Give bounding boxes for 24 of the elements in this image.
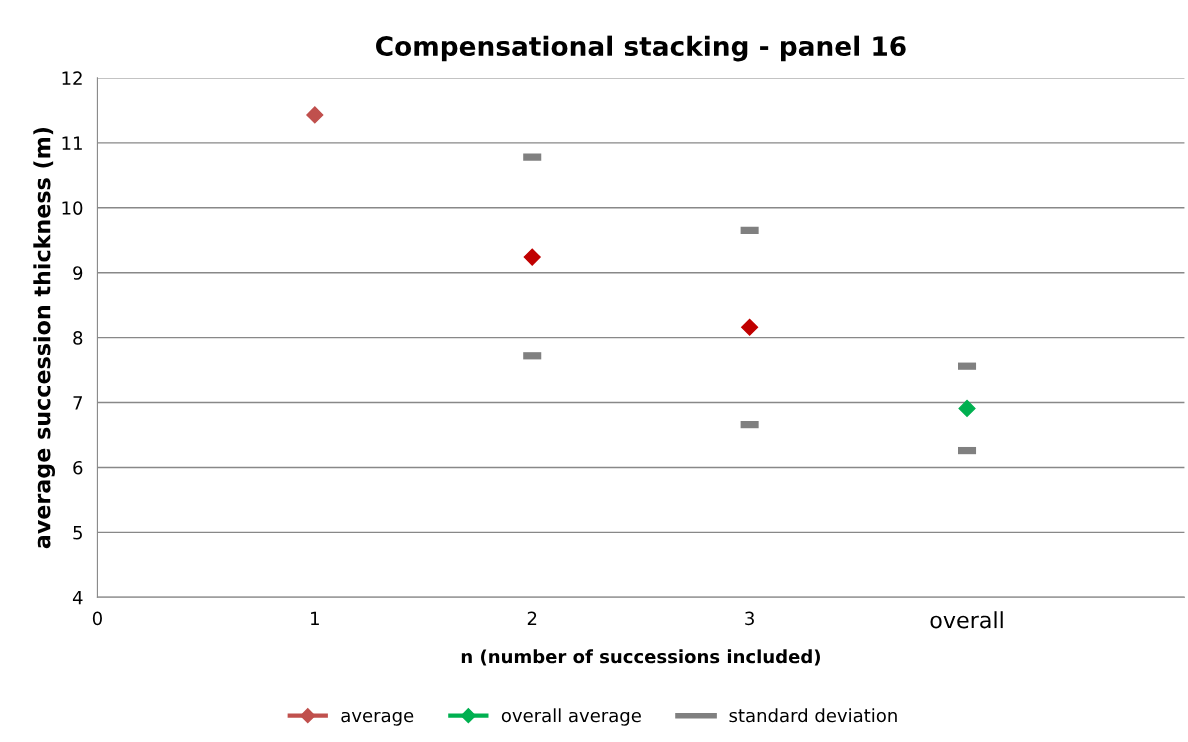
x-tick-label: 2	[527, 611, 537, 625]
y-tick-label: 4	[72, 591, 83, 605]
y-tick-label: 6	[73, 460, 83, 475]
y-tick-label: 12	[62, 71, 82, 85]
y-tick-label: 9	[73, 266, 83, 280]
y-tick-label: 8	[73, 331, 83, 345]
point	[958, 399, 976, 417]
point	[306, 106, 324, 124]
y-tick-label: 5	[73, 526, 82, 540]
chart-title: Compensational stacking - panel 16	[376, 35, 906, 62]
legend-label: standard deviation	[729, 708, 897, 723]
legend-label: overall average	[501, 708, 641, 726]
point	[523, 248, 541, 266]
y-tick-label: 11	[62, 136, 82, 150]
x-tick-label: 3	[745, 611, 754, 626]
x-tick-label: 1	[311, 611, 319, 625]
x-tick-label: 0	[92, 611, 102, 626]
y-axis-title: average succession thickness (m)	[33, 127, 55, 549]
y-tick-label: 7	[73, 396, 82, 410]
x-axis-title: n (number of successions included)	[461, 649, 820, 666]
y-tick-label: 10	[62, 201, 83, 215]
point	[741, 318, 759, 336]
x-tick-label: overall	[930, 611, 1003, 629]
legend-label: average	[341, 711, 414, 726]
